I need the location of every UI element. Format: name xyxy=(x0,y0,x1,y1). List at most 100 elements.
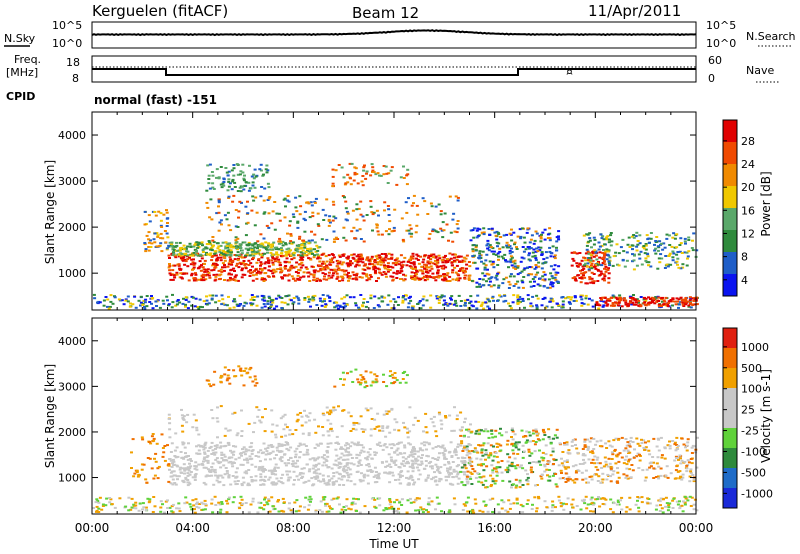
velocity-cell-786 xyxy=(345,442,349,445)
power-cell-471 xyxy=(404,274,408,277)
power-cell-1853 xyxy=(184,296,188,299)
velocity-cell-927 xyxy=(326,411,330,414)
power-cell-1325 xyxy=(431,230,435,233)
power-cell-214 xyxy=(251,265,254,268)
power-cell-727 xyxy=(233,275,237,278)
power-cell-617 xyxy=(355,263,359,266)
velocity-cell-1479 xyxy=(567,466,570,469)
power-cell-2779 xyxy=(601,235,605,238)
power-cell-2717 xyxy=(637,253,641,256)
velocity-cell-782 xyxy=(276,449,279,452)
power-cell-35 xyxy=(168,263,171,265)
velocity-cell-1498 xyxy=(681,476,685,479)
power-cell-1531 xyxy=(233,181,237,184)
power-cell-20 xyxy=(267,265,271,268)
power-cell-1240 xyxy=(250,249,254,252)
power-cell-2736 xyxy=(621,238,625,241)
velocity-cell-1026 xyxy=(360,428,364,430)
power-cell-2110 xyxy=(479,305,483,307)
velocity-cell-1023 xyxy=(231,412,235,415)
power-cell-1686 xyxy=(260,306,264,309)
velocity-cell-1723 xyxy=(561,451,565,453)
velocity-cell-1467 xyxy=(633,448,636,451)
power-cell-1488 xyxy=(393,208,397,211)
power-cell-1955 xyxy=(126,300,130,303)
power-cell-1745 xyxy=(202,300,206,303)
power-cell-77 xyxy=(237,257,240,260)
velocity-cell-292 xyxy=(283,453,286,456)
power-cell-1284 xyxy=(307,239,311,242)
power-cell-2032 xyxy=(144,298,148,301)
power-cell-2126 xyxy=(111,302,115,305)
power-cell-1156 xyxy=(307,252,311,255)
velocity-cell-809 xyxy=(263,475,267,478)
power-cell-1391 xyxy=(262,199,266,202)
power-cell-2965 xyxy=(662,303,666,306)
velocity-cell-448 xyxy=(349,445,353,448)
velocity-cell-312 xyxy=(229,483,233,486)
power-cell-799 xyxy=(443,273,446,276)
velocity-cell-1075 xyxy=(306,415,310,418)
power-cell-751 xyxy=(409,255,413,258)
power-cell-2444 xyxy=(544,251,548,254)
power-cell-608 xyxy=(382,257,386,260)
velocity-cell-211 xyxy=(441,444,445,447)
power-cell-453 xyxy=(336,262,340,265)
power-cell-1730 xyxy=(402,295,405,298)
power-cell-1451 xyxy=(278,237,282,240)
power-cell-2583 xyxy=(596,280,600,282)
velocity-cell-1658 xyxy=(675,444,679,446)
velocity-cell-1679 xyxy=(610,451,614,454)
power-cell-979 xyxy=(315,244,319,247)
power-cell-1484 xyxy=(325,238,329,241)
power-cell-509 xyxy=(413,272,417,274)
velocity-cell-692 xyxy=(436,467,440,470)
power-cell-2800 xyxy=(621,258,625,261)
velocity-cell-642 xyxy=(168,458,172,461)
velocity-cell-1187 xyxy=(490,432,494,435)
power-cell-1247 xyxy=(180,252,184,255)
velocity-cell-813 xyxy=(313,476,317,479)
velocity-cell-716 xyxy=(399,452,403,455)
velocity-cell-1267 xyxy=(491,477,495,480)
power-cell-2068 xyxy=(334,305,338,308)
velocity-cell-1800 xyxy=(266,503,270,506)
power-cell-1181 xyxy=(206,253,210,256)
velocity-cell-653 xyxy=(173,449,177,452)
power-cell-2187 xyxy=(550,283,554,286)
power-cell-1407 xyxy=(227,195,231,198)
power-cell-2259 xyxy=(535,247,539,250)
power-cell-2941 xyxy=(624,299,628,302)
power-cell-230 xyxy=(299,276,303,279)
velocity-cell-537 xyxy=(411,464,415,467)
velocity-cell-1715 xyxy=(675,457,679,459)
velocity-cell-1065 xyxy=(459,411,463,414)
power-cell-136 xyxy=(409,275,413,278)
power-cell-2826 xyxy=(605,248,609,251)
velocity-cell-1592 xyxy=(626,477,630,480)
beam-title: Beam 12 xyxy=(352,4,419,22)
power-cell-1131 xyxy=(204,253,208,256)
velocity-cell-655 xyxy=(181,479,185,482)
power-cell-736 xyxy=(223,264,226,266)
velocity-cell-1603 xyxy=(584,477,588,480)
velocity-cell-1310 xyxy=(512,452,516,455)
power-cell-581 xyxy=(267,262,271,265)
power-cell-899 xyxy=(192,258,195,261)
velocity-cell-831 xyxy=(305,453,309,456)
velocity-cell-461 xyxy=(254,475,258,478)
velocity-cell-903 xyxy=(463,417,467,420)
power-cell-2598 xyxy=(589,281,593,284)
power-cell-1831 xyxy=(143,305,146,308)
power-cell-761 xyxy=(354,265,358,268)
power-cell-386 xyxy=(338,280,341,282)
power-cell-2793 xyxy=(608,256,612,259)
power-cell-1064 xyxy=(217,245,221,248)
power-cell-2820 xyxy=(681,263,685,266)
velocity-cell-1049 xyxy=(228,429,232,432)
power-cell-2642 xyxy=(641,246,645,249)
power-cell-2146 xyxy=(98,301,102,304)
velocity-cell-1378 xyxy=(465,475,469,478)
power-cell-2324 xyxy=(534,257,538,260)
power-cell-1704 xyxy=(262,295,266,298)
